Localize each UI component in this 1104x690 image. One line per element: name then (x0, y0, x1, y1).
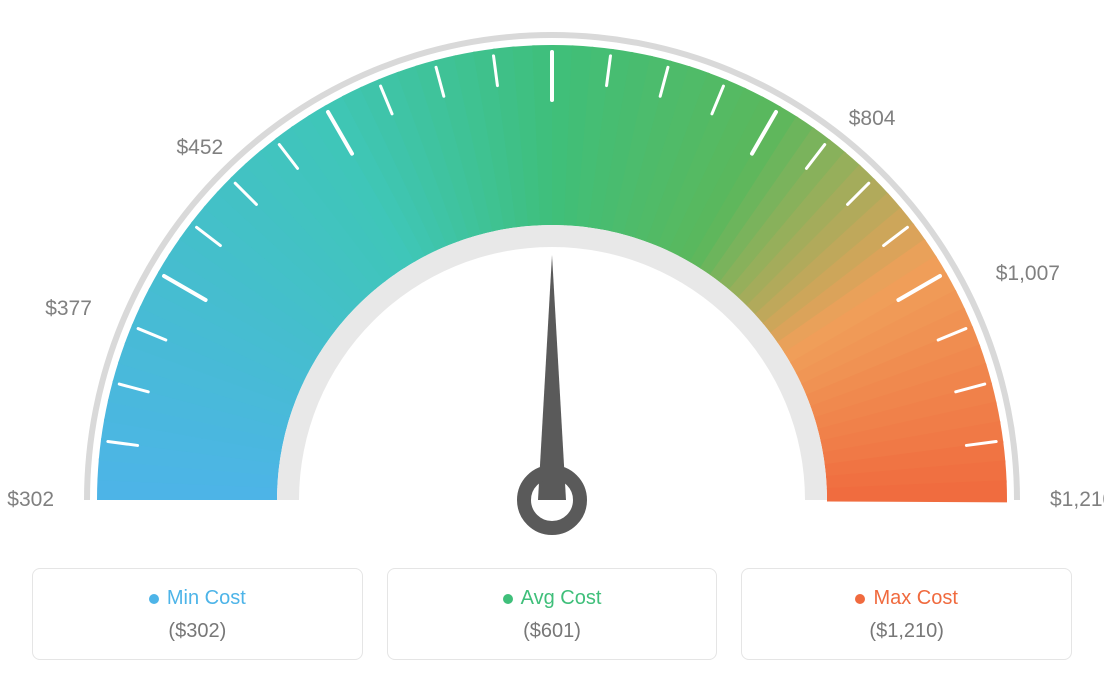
scale-label: $1,210 (1050, 488, 1104, 512)
legend-label-max: Max Cost (873, 587, 957, 610)
dot-min (149, 594, 159, 604)
scale-label: $601 (529, 0, 576, 2)
dot-avg (503, 594, 513, 604)
legend-card-min: Min Cost ($302) (32, 568, 363, 660)
legend-value-min: ($302) (45, 620, 350, 643)
legend-value-avg: ($601) (400, 620, 705, 643)
scale-label: $302 (7, 488, 54, 512)
scale-label: $1,007 (996, 262, 1060, 286)
scale-label: $452 (177, 136, 224, 160)
legend-title-row: Avg Cost (400, 587, 705, 610)
dot-max (855, 594, 865, 604)
gauge-svg (0, 0, 1104, 560)
legend-row: Min Cost ($302) Avg Cost ($601) Max Cost… (0, 568, 1104, 660)
legend-label-min: Min Cost (167, 587, 246, 610)
legend-card-avg: Avg Cost ($601) (387, 568, 718, 660)
legend-title-row: Min Cost (45, 587, 350, 610)
scale-label: $377 (45, 297, 92, 321)
gauge-area: $302 $377 $452 $601 $804 $1,007 $1,210 (0, 0, 1104, 560)
legend-card-max: Max Cost ($1,210) (741, 568, 1072, 660)
legend-title-row: Max Cost (754, 587, 1059, 610)
cost-gauge-chart: $302 $377 $452 $601 $804 $1,007 $1,210 Min Cos… (0, 0, 1104, 690)
legend-value-max: ($1,210) (754, 620, 1059, 643)
scale-label: $804 (849, 107, 896, 131)
legend-label-avg: Avg Cost (521, 587, 602, 610)
